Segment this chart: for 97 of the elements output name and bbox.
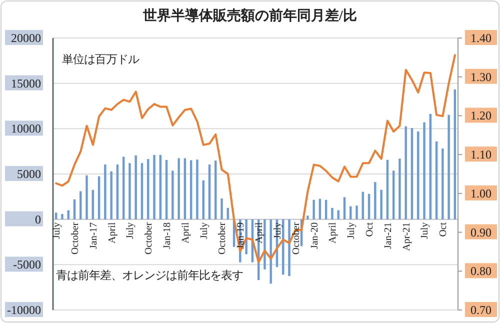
y-tick-label: 10000 — [11, 122, 41, 136]
bar — [442, 148, 444, 220]
bar — [184, 158, 186, 220]
bar — [454, 89, 456, 220]
bar — [362, 192, 364, 220]
x-tick-label: July — [52, 222, 63, 240]
bar — [134, 155, 137, 220]
bar — [92, 190, 94, 220]
y-tick-label: -5000 — [13, 258, 41, 272]
bar — [147, 159, 150, 220]
bar — [128, 163, 131, 220]
bar — [73, 199, 76, 220]
x-tick-label: Jan-21 — [382, 222, 394, 250]
y2-tick-label: 1.10 — [470, 148, 492, 162]
y2-tick-label: 1.20 — [470, 108, 492, 123]
bar — [374, 182, 376, 220]
bar — [220, 198, 223, 220]
chart-title: 世界半導体販売額の前年同月差/比 — [142, 7, 357, 24]
x-tick-label: April — [328, 222, 339, 244]
bar — [368, 194, 370, 220]
x-tick-label: July — [125, 222, 136, 240]
y2-tick-label: 0.70 — [470, 303, 492, 317]
bar — [190, 160, 192, 220]
x-tick-label: April — [180, 222, 192, 244]
bar — [67, 210, 70, 220]
bar — [288, 219, 290, 276]
x-tick-label: Jan-19 — [236, 222, 247, 250]
bar — [429, 114, 432, 220]
bar — [417, 131, 420, 220]
x-tick-label: Oct — [438, 222, 450, 237]
x-tick-label: October — [144, 222, 155, 255]
bar — [343, 197, 346, 220]
bar — [98, 176, 100, 220]
x-tick-label: April — [106, 222, 118, 244]
bar — [178, 158, 180, 220]
x-tick-label: July — [272, 222, 284, 240]
bar — [423, 122, 426, 220]
y-tick-label: 15000 — [11, 76, 41, 90]
bar — [337, 210, 340, 220]
bar — [410, 128, 414, 220]
bar — [172, 170, 174, 220]
x-tick-label: Jan-17 — [88, 222, 100, 250]
bar — [435, 141, 438, 220]
bar — [350, 206, 352, 220]
bar — [122, 156, 125, 220]
y-tick-label: -10000 — [7, 303, 41, 317]
bar — [61, 214, 64, 220]
bar — [110, 171, 112, 220]
x-tick-label: Oct — [364, 222, 376, 237]
y-tick-label: 5000 — [17, 167, 41, 181]
y2-tick-label: 0.80 — [470, 264, 492, 278]
x-tick-label: July — [346, 222, 358, 240]
bar — [202, 180, 204, 220]
bar — [312, 200, 315, 220]
y-tick-label: 20000 — [11, 31, 41, 45]
bar — [153, 154, 156, 220]
bar — [356, 206, 358, 220]
bar — [214, 160, 217, 220]
bar — [116, 164, 119, 220]
bar — [140, 163, 144, 220]
x-tick-label: April — [254, 222, 266, 244]
bar — [380, 190, 382, 220]
bar — [398, 158, 401, 220]
x-tick-label: Jan-18 — [162, 222, 174, 250]
y2-tick-label: 1.00 — [470, 186, 492, 200]
bar — [264, 219, 266, 270]
bar — [318, 198, 322, 220]
bar — [404, 126, 407, 220]
bar — [54, 212, 58, 220]
bar — [306, 216, 309, 220]
bar — [270, 219, 272, 284]
bar — [208, 164, 211, 220]
bar — [226, 208, 229, 220]
y2-tick-label: 0.90 — [470, 225, 492, 240]
x-tick-label: Apr-21 — [401, 222, 412, 252]
x-tick-label: October — [70, 222, 81, 255]
bar — [86, 175, 88, 220]
y2-tick-label: 1.40 — [470, 31, 492, 45]
bar — [324, 200, 328, 220]
bar — [80, 191, 82, 220]
x-tick-label: July — [420, 222, 431, 240]
bar — [104, 164, 106, 220]
x-tick-label: October — [290, 222, 302, 255]
x-tick-label: Jan-20 — [309, 222, 320, 250]
bar — [392, 170, 395, 220]
annotation: 青は前年差、オレンジは前年比を表す — [56, 269, 243, 282]
bar — [159, 154, 162, 220]
bar — [386, 160, 389, 220]
bar — [196, 160, 198, 220]
x-tick-label: October — [217, 222, 228, 255]
annotation: 単位は百万ドル — [62, 54, 139, 66]
bar — [165, 160, 168, 220]
bar — [448, 114, 450, 220]
x-tick-label: July — [198, 222, 210, 240]
y2-tick-label: 1.30 — [470, 70, 492, 84]
bar — [331, 208, 334, 220]
y-tick-label: 0 — [35, 212, 41, 226]
